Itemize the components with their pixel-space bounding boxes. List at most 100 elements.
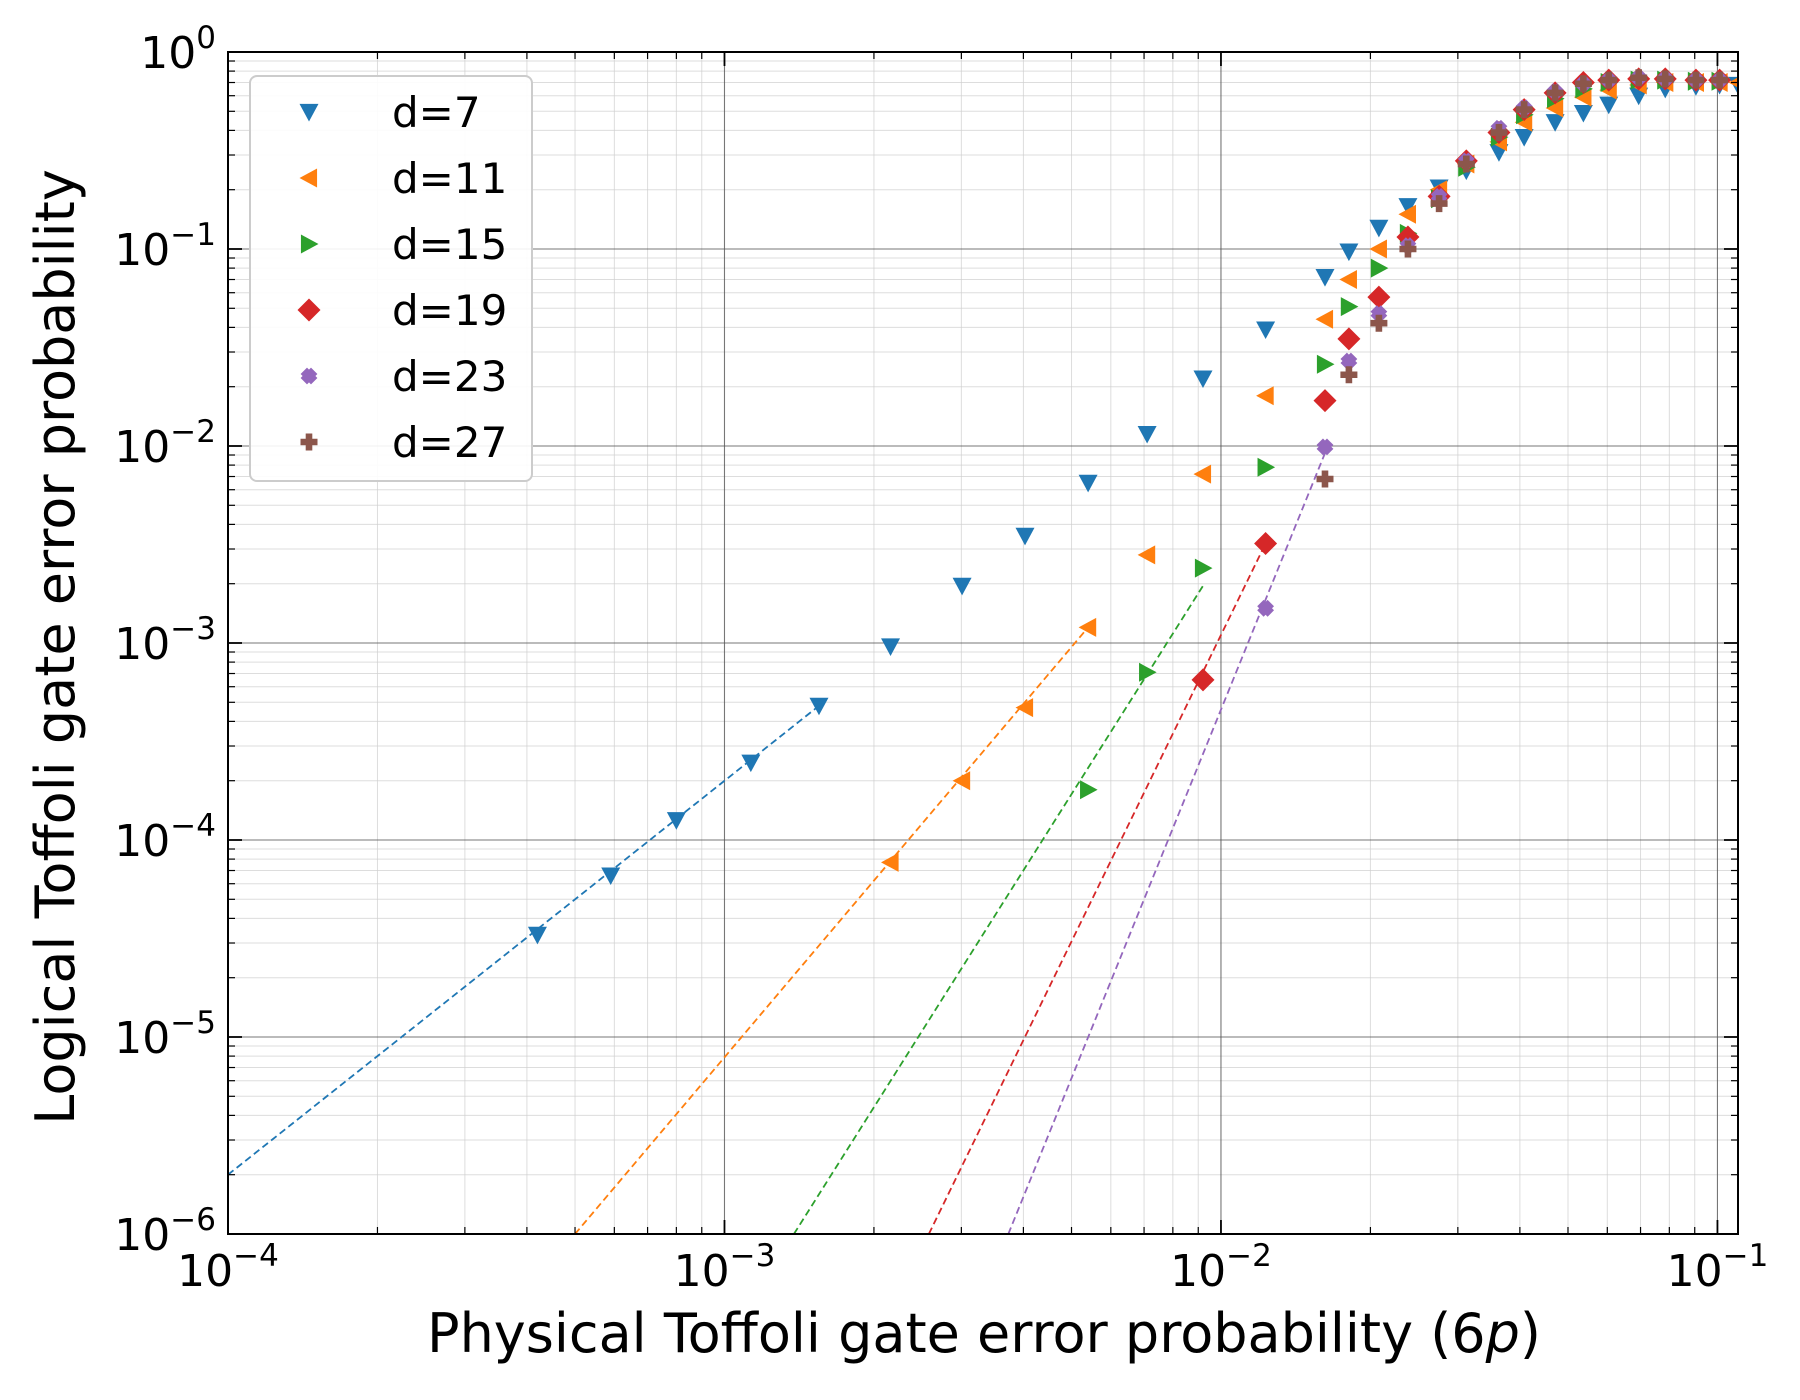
data-point-d=15 — [1257, 457, 1276, 477]
fit-line-d=7 — [228, 705, 820, 1176]
data-point-d=23 — [1257, 599, 1275, 617]
fit-line-d=15 — [793, 585, 1204, 1234]
y-tick-label: 10−4 — [114, 808, 216, 867]
data-point-d=7 — [741, 754, 761, 773]
legend-label-d=23: d=23 — [392, 352, 507, 401]
y-tick-label: 10−2 — [114, 414, 216, 473]
data-point-d=27 — [1430, 195, 1448, 213]
legend-entries: d=7 d=11 d=15 d=19 d=23 d=27 — [297, 88, 507, 467]
data-point-d=7 — [1398, 198, 1418, 216]
fit-lines — [228, 452, 1326, 1234]
data-point-d=19 — [1191, 668, 1215, 692]
data-point-d=27 — [1600, 71, 1618, 89]
data-point-d=11 — [1369, 239, 1387, 259]
data-point-d=7 — [1545, 114, 1565, 132]
legend-label-d=15: d=15 — [392, 220, 507, 269]
y-tick-label: 100 — [140, 20, 216, 79]
data-point-d=7 — [1315, 269, 1335, 287]
legend-marker-d=11 — [299, 168, 318, 188]
data-point-d=7 — [809, 697, 829, 716]
data-point-d=15 — [1340, 297, 1359, 317]
fit-line-d=23 — [1007, 452, 1326, 1234]
data-point-d=11 — [1573, 87, 1592, 107]
data-point-d=27 — [1687, 71, 1705, 89]
data-point-d=19 — [1313, 389, 1337, 413]
data-point-d=27 — [1630, 69, 1648, 87]
legend-label-d=19: d=19 — [392, 286, 507, 335]
data-point-d=7 — [1015, 527, 1035, 546]
legend-label-d=11: d=11 — [392, 154, 507, 203]
data-point-d=23 — [1316, 438, 1334, 456]
data-point-d=7 — [666, 812, 686, 830]
y-axis-label: Logical Toffoli gate error probability — [24, 169, 87, 1125]
data-point-d=11 — [1015, 698, 1034, 718]
data-point-d=27 — [1546, 84, 1564, 102]
data-point-d=7 — [1256, 321, 1276, 340]
data-point-d=27 — [1490, 124, 1508, 142]
data-point-d=27 — [1316, 470, 1334, 488]
data-point-d=7 — [1514, 128, 1534, 147]
data-point-d=11 — [1256, 386, 1274, 406]
data-point-d=15 — [1080, 780, 1098, 800]
tick-labels: 10−4 10−3 10−2 10−1 10−6 10−5 10−4 10−3 10−2 10−1… — [114, 20, 1768, 1297]
y-tick-label: 10−3 — [114, 611, 216, 670]
y-tick-label: 10−1 — [114, 217, 216, 276]
legend-box — [249, 75, 533, 482]
data-point-d=7 — [952, 577, 972, 596]
x-axis-label: Physical Toffoli gate error probability … — [427, 1302, 1541, 1365]
legend-marker-d=19 — [297, 298, 321, 322]
data-point-d=27 — [1515, 101, 1533, 119]
data-point-d=27 — [1399, 240, 1417, 258]
data-point-d=11 — [1137, 545, 1156, 565]
data-point-d=7 — [1078, 474, 1098, 493]
y-tick-label: 10−5 — [114, 1005, 216, 1064]
data-point-d=19 — [1254, 531, 1278, 555]
data-point-d=11 — [1545, 98, 1564, 118]
data-point-d=27 — [1574, 75, 1592, 93]
legend-marker-d=23 — [300, 367, 318, 385]
data-point-d=23 — [1370, 305, 1388, 322]
data-point-d=15 — [1370, 258, 1389, 278]
data-point-d=27 — [1711, 71, 1729, 89]
data-point-d=7 — [1193, 370, 1213, 389]
data-point-d=11 — [1339, 270, 1357, 290]
data-point-d=27 — [1370, 314, 1388, 332]
x-tick-label: 10−3 — [674, 1238, 776, 1297]
fit-line-d=19 — [928, 543, 1267, 1234]
data-point-d=11 — [1193, 464, 1212, 484]
legend-marker-d=27 — [300, 433, 318, 451]
data-point-d=19 — [1337, 327, 1361, 351]
fit-line-d=11 — [574, 626, 1089, 1234]
data-point-d=7 — [1339, 243, 1359, 262]
legend-marker-d=7 — [299, 103, 319, 122]
legend-marker-d=15 — [300, 234, 319, 254]
data-point-d=27 — [1457, 155, 1475, 173]
data-point-d=7 — [1369, 219, 1389, 238]
data-point-d=11 — [1398, 204, 1417, 224]
data-point-d=23 — [1340, 352, 1358, 370]
axis-ticks — [227, 51, 1738, 1235]
data-point-d=7 — [1573, 104, 1593, 123]
x-tick-label: 10−2 — [1170, 1238, 1272, 1297]
data-point-d=11 — [881, 852, 899, 872]
data-point-d=11 — [952, 771, 971, 791]
data-point-d=7 — [881, 638, 901, 656]
data-point-d=15 — [1316, 354, 1335, 374]
data-point-d=7 — [1599, 96, 1619, 115]
data-point-d=11 — [1078, 617, 1097, 637]
legend: d=7 d=11 d=15 d=19 d=23 d=27 — [249, 75, 533, 482]
data-markers — [527, 67, 1738, 945]
y-tick-label: 10−6 — [114, 1202, 216, 1261]
legend-label-d=7: d=7 — [392, 88, 481, 137]
x-tick-label: 10−4 — [177, 1238, 279, 1297]
data-point-d=7 — [601, 867, 621, 886]
data-point-d=19 — [1367, 285, 1391, 309]
x-tick-label: 10−1 — [1667, 1238, 1769, 1297]
data-point-d=15 — [1194, 558, 1213, 578]
legend-label-d=27: d=27 — [392, 418, 507, 467]
data-point-d=7 — [1137, 425, 1157, 444]
data-point-d=27 — [1656, 70, 1674, 88]
data-point-d=27 — [1340, 366, 1358, 384]
data-point-d=11 — [1315, 309, 1334, 329]
